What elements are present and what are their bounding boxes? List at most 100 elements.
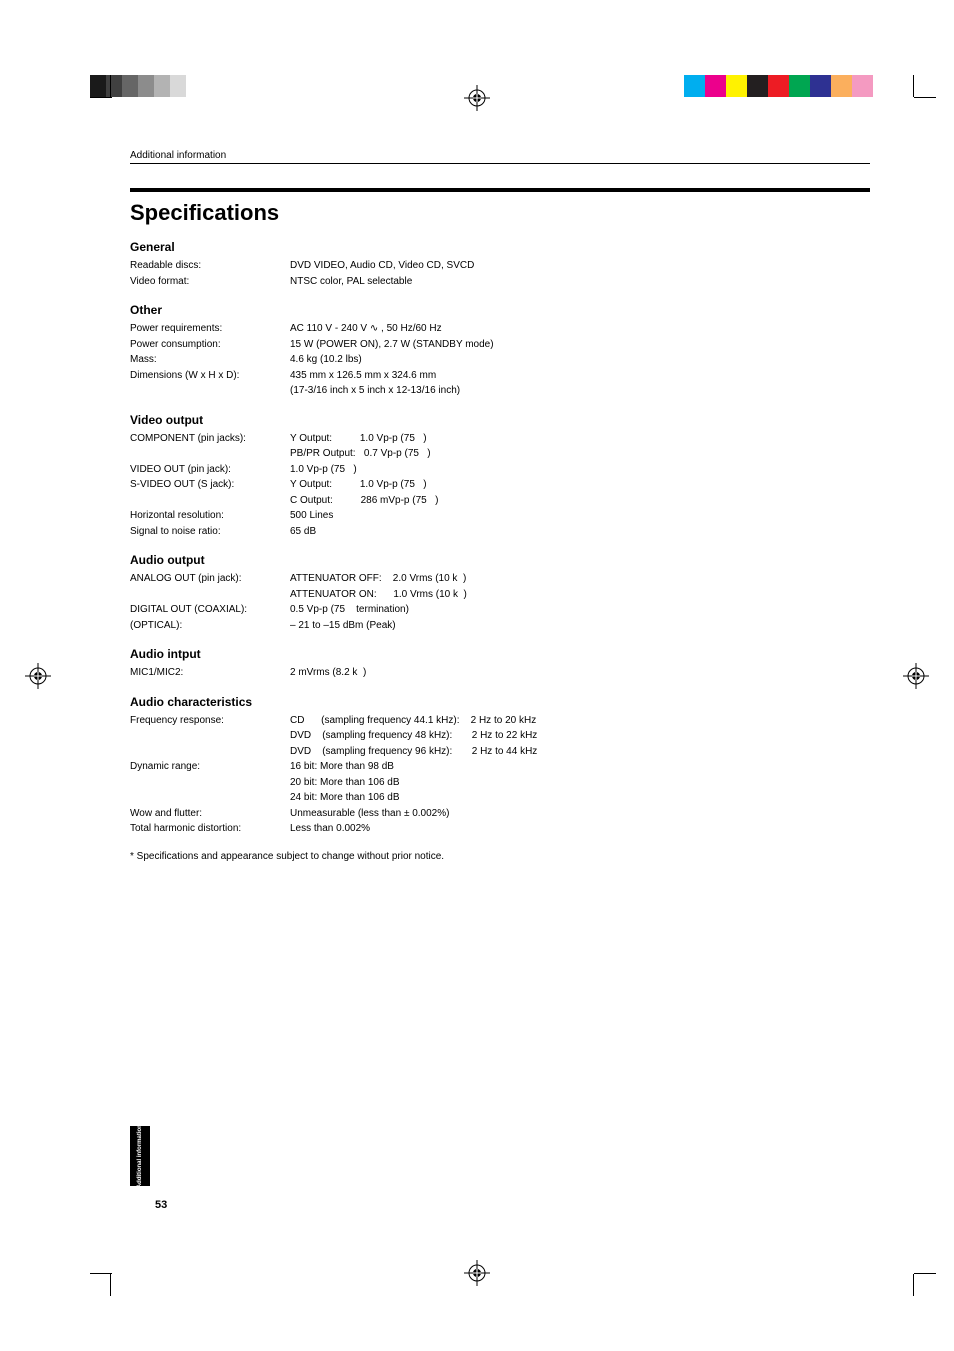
swatch	[852, 75, 873, 97]
crop-tick	[913, 75, 914, 97]
spec-row: Wow and flutter:Unmeasurable (less than …	[130, 806, 870, 822]
spec-value: ATTENUATOR OFF: 2.0 Vrms (10 k ) ATTENUA…	[290, 571, 870, 602]
spec-row: COMPONENT (pin jacks):Y Output: 1.0 Vp-p…	[130, 431, 870, 462]
content-area: Additional information Specifications Ge…	[130, 150, 870, 862]
spec-label: Video format:	[130, 274, 290, 290]
side-tab-label: Additional information	[137, 1124, 143, 1188]
spec-value: 15 W (POWER ON), 2.7 W (STANDBY mode)	[290, 337, 870, 353]
spec-label: Wow and flutter:	[130, 806, 290, 822]
section-heading-audio-char: Audio characteristics	[130, 695, 870, 709]
grayscale-swatch-strip	[90, 75, 250, 97]
spec-value: 435 mm x 126.5 mm x 324.6 mm (17-3/16 in…	[290, 368, 870, 399]
spec-value: NTSC color, PAL selectable	[290, 274, 870, 290]
swatch	[170, 75, 186, 97]
section-heading-video: Video output	[130, 413, 870, 427]
spec-value: 16 bit: More than 98 dB 20 bit: More tha…	[290, 759, 870, 806]
swatch	[705, 75, 726, 97]
swatch	[684, 75, 705, 97]
swatch	[873, 75, 894, 97]
crop-tick	[110, 75, 111, 97]
swatch	[810, 75, 831, 97]
spec-row: Frequency response:CD (sampling frequenc…	[130, 713, 870, 760]
spec-value: DVD VIDEO, Audio CD, Video CD, SVCD	[290, 258, 870, 274]
spec-label: VIDEO OUT (pin jack):	[130, 462, 290, 478]
spec-row: Video format:NTSC color, PAL selectable	[130, 274, 870, 290]
spec-label: Total harmonic distortion:	[130, 821, 290, 837]
spec-label: Dimensions (W x H x D):	[130, 368, 290, 399]
color-swatch-strip	[684, 75, 894, 97]
spec-value: 65 dB	[290, 524, 870, 540]
page-number: 53	[155, 1199, 167, 1211]
header-rule	[130, 163, 870, 164]
spec-label: Power requirements:	[130, 321, 290, 337]
spec-row: Signal to noise ratio:65 dB	[130, 524, 870, 540]
spec-value: 4.6 kg (10.2 lbs)	[290, 352, 870, 368]
spec-row: ANALOG OUT (pin jack):ATTENUATOR OFF: 2.…	[130, 571, 870, 602]
crop-tick	[914, 1273, 936, 1274]
spec-value: 2 mVrms (8.2 k )	[290, 665, 870, 681]
page-title: Specifications	[130, 200, 870, 226]
spec-label: MIC1/MIC2:	[130, 665, 290, 681]
spec-value: 500 Lines	[290, 508, 870, 524]
swatch	[831, 75, 852, 97]
registration-mark	[903, 663, 929, 689]
spec-value: 0.5 Vp-p (75 termination)	[290, 602, 870, 618]
spec-row: VIDEO OUT (pin jack):1.0 Vp-p (75 )	[130, 462, 870, 478]
spec-row: Total harmonic distortion:Less than 0.00…	[130, 821, 870, 837]
crop-tick	[110, 1274, 111, 1296]
spec-row: Horizontal resolution:500 Lines	[130, 508, 870, 524]
spec-label: Horizontal resolution:	[130, 508, 290, 524]
swatch	[768, 75, 789, 97]
section-heading-other: Other	[130, 303, 870, 317]
spec-value: AC 110 V - 240 V ∿ , 50 Hz/60 Hz	[290, 321, 870, 337]
spec-row: Readable discs:DVD VIDEO, Audio CD, Vide…	[130, 258, 870, 274]
registration-mark	[25, 663, 51, 689]
section-heading-audio-in: Audio intput	[130, 647, 870, 661]
spec-value: CD (sampling frequency 44.1 kHz): 2 Hz t…	[290, 713, 870, 760]
spec-label: Signal to noise ratio:	[130, 524, 290, 540]
spec-label: S-VIDEO OUT (S jack):	[130, 477, 290, 508]
section-heading-general: General	[130, 240, 870, 254]
running-header: Additional information	[130, 150, 870, 161]
title-rule	[130, 188, 870, 192]
swatch	[186, 75, 202, 97]
swatch	[218, 75, 234, 97]
registration-mark	[464, 1260, 490, 1286]
swatch	[747, 75, 768, 97]
swatch	[154, 75, 170, 97]
spec-row: (OPTICAL):– 21 to –15 dBm (Peak)	[130, 618, 870, 634]
swatch	[106, 75, 122, 97]
swatch	[234, 75, 250, 97]
swatch	[138, 75, 154, 97]
section-heading-audio-out: Audio output	[130, 553, 870, 567]
swatch	[90, 75, 106, 97]
spec-label: ANALOG OUT (pin jack):	[130, 571, 290, 602]
side-tab: Additional information	[130, 1126, 150, 1186]
spec-label: COMPONENT (pin jacks):	[130, 431, 290, 462]
spec-value: – 21 to –15 dBm (Peak)	[290, 618, 870, 634]
crop-tick	[913, 1274, 914, 1296]
spec-value: Unmeasurable (less than ± 0.002%)	[290, 806, 870, 822]
registration-mark	[464, 85, 490, 111]
footnote: * Specifications and appearance subject …	[130, 851, 870, 862]
spec-value: Less than 0.002%	[290, 821, 870, 837]
spec-value: Y Output: 1.0 Vp-p (75 ) PB/PR Output: 0…	[290, 431, 870, 462]
spec-row: Power requirements:AC 110 V - 240 V ∿ , …	[130, 321, 870, 337]
spec-label: Mass:	[130, 352, 290, 368]
spec-row: Dynamic range:16 bit: More than 98 dB 20…	[130, 759, 870, 806]
spec-row: S-VIDEO OUT (S jack):Y Output: 1.0 Vp-p …	[130, 477, 870, 508]
spec-row: DIGITAL OUT (COAXIAL):0.5 Vp-p (75 termi…	[130, 602, 870, 618]
spec-value: Y Output: 1.0 Vp-p (75 ) C Output: 286 m…	[290, 477, 870, 508]
spec-row: Power consumption:15 W (POWER ON), 2.7 W…	[130, 337, 870, 353]
crop-tick	[914, 97, 936, 98]
spec-label: DIGITAL OUT (COAXIAL):	[130, 602, 290, 618]
swatch	[122, 75, 138, 97]
spec-row: Dimensions (W x H x D):435 mm x 126.5 mm…	[130, 368, 870, 399]
crop-tick	[90, 1273, 112, 1274]
spec-label: Power consumption:	[130, 337, 290, 353]
swatch	[726, 75, 747, 97]
spec-label: (OPTICAL):	[130, 618, 290, 634]
spec-label: Dynamic range:	[130, 759, 290, 806]
spec-label: Frequency response:	[130, 713, 290, 760]
swatch	[789, 75, 810, 97]
